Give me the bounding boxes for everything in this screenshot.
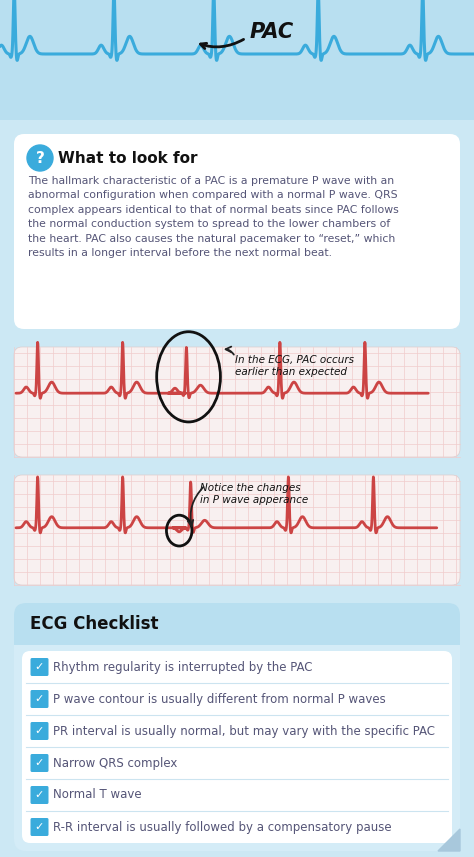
Text: What to look for: What to look for [58,151,198,165]
FancyBboxPatch shape [30,818,48,836]
Text: R-R interval is usually followed by a compensatory pause: R-R interval is usually followed by a co… [53,820,392,834]
FancyBboxPatch shape [30,786,48,804]
Text: PR interval is usually normal, but may vary with the specific PAC: PR interval is usually normal, but may v… [53,724,435,738]
FancyBboxPatch shape [14,475,460,585]
FancyBboxPatch shape [14,347,460,457]
Circle shape [27,145,53,171]
FancyBboxPatch shape [30,690,48,708]
Text: Notice the changes
in P wave apperance: Notice the changes in P wave apperance [201,483,309,505]
Text: In the ECG, PAC occurs
earlier than expected: In the ECG, PAC occurs earlier than expe… [235,355,354,376]
Text: Rhythm regularity is interrupted by the PAC: Rhythm regularity is interrupted by the … [53,661,312,674]
FancyBboxPatch shape [14,603,460,645]
Text: ✓: ✓ [35,694,44,704]
Text: ✓: ✓ [35,790,44,800]
Text: ✓: ✓ [35,822,44,832]
Text: P wave contour is usually different from normal P waves: P wave contour is usually different from… [53,692,386,705]
Text: The hallmark characteristic of a PAC is a premature P wave with an
abnormal conf: The hallmark characteristic of a PAC is … [28,176,399,258]
Text: ?: ? [36,151,45,165]
Text: Normal T wave: Normal T wave [53,788,142,801]
Polygon shape [438,829,460,851]
Text: ✓: ✓ [35,758,44,768]
Text: Narrow QRS complex: Narrow QRS complex [53,757,177,770]
FancyBboxPatch shape [30,722,48,740]
Text: ECG Checklist: ECG Checklist [30,615,158,633]
Text: PAC: PAC [250,22,294,42]
FancyBboxPatch shape [14,603,460,851]
FancyBboxPatch shape [14,134,460,329]
FancyBboxPatch shape [22,651,452,843]
Text: ✓: ✓ [35,662,44,672]
FancyBboxPatch shape [30,658,48,676]
FancyBboxPatch shape [14,624,460,645]
FancyBboxPatch shape [0,0,474,120]
FancyBboxPatch shape [30,754,48,772]
Text: ✓: ✓ [35,726,44,736]
